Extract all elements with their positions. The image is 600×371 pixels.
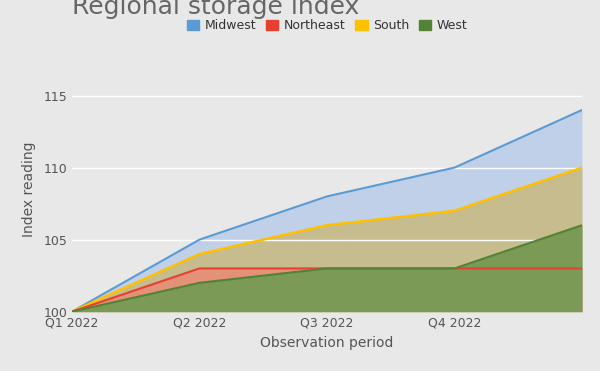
Y-axis label: Index reading: Index reading [22, 141, 37, 237]
Text: Regional storage index: Regional storage index [72, 0, 359, 19]
Legend: Midwest, Northeast, South, West: Midwest, Northeast, South, West [187, 19, 467, 32]
X-axis label: Observation period: Observation period [260, 336, 394, 351]
